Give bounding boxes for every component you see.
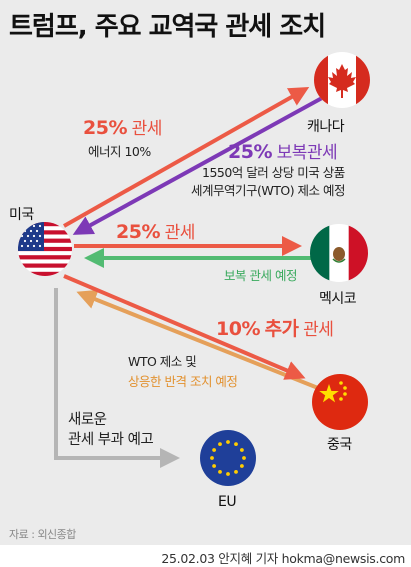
country-label-china: 중국	[327, 437, 352, 453]
flag-mexico-icon	[310, 224, 368, 282]
credit-line: 25.02.03 안지혜 기자 hokma@newsis.com	[161, 551, 405, 566]
canada-retaliation-label: 25% 보복관세	[228, 138, 338, 163]
flag-canada-icon	[314, 52, 370, 108]
canada-energy-label: 에너지 10%	[88, 144, 151, 159]
canada-tariff-word: 관세	[131, 119, 163, 139]
canada-retaliation-pct: 25%	[228, 141, 272, 163]
canada-retaliation-word: 보복관세	[276, 143, 338, 163]
country-label-usa: 미국	[9, 207, 34, 223]
arrow-us-to-china	[63, 274, 306, 380]
china-tariff-label: 10% 추가 관세	[216, 314, 334, 341]
china-tariff-extra: 추가	[264, 318, 299, 340]
flag-usa-icon	[18, 222, 72, 276]
flag-eu-icon	[200, 430, 256, 486]
eu-note-line2: 관세 부과 예고	[68, 432, 154, 448]
china-tariff-word: 관세	[303, 320, 334, 340]
canada-tariff-pct: 25%	[83, 117, 127, 139]
canada-goods-label: 1550억 달러 상당 미국 상품	[202, 165, 345, 180]
page-title: 트럼프, 주요 교역국 관세 조치	[9, 12, 326, 42]
infographic-panel: 트럼프, 주요 교역국 관세 조치	[0, 0, 411, 545]
arrows-layer	[54, 87, 323, 468]
arrow-canada-to-us	[72, 96, 323, 235]
eu-note-line1: 새로운	[68, 412, 107, 428]
mexico-tariff-label: 25% 관세	[116, 218, 195, 243]
canada-tariff-label: 25% 관세	[83, 114, 162, 139]
canada-wto-label: 세계무역기구(WTO) 제소 예정	[191, 183, 346, 198]
flag-china-icon	[312, 374, 368, 430]
country-label-canada: 캐나다	[307, 119, 345, 135]
mexico-tariff-pct: 25%	[116, 221, 160, 243]
china-countermeasure-label: 상응한 반격 조치 예정	[128, 374, 238, 389]
country-label-eu: EU	[218, 494, 237, 510]
country-label-mexico: 멕시코	[319, 291, 357, 307]
china-tariff-pct: 10%	[216, 318, 260, 340]
arrow-us-to-canada	[63, 87, 310, 228]
arrow-us-to-eu	[54, 288, 180, 468]
china-wto-label: WTO 제소 및	[128, 354, 197, 369]
mexico-retaliation-label: 보복 관세 예정	[224, 268, 297, 283]
arrow-china-to-us	[76, 289, 319, 390]
mexico-tariff-word: 관세	[164, 223, 196, 243]
source-label: 자료 : 외신종합	[9, 528, 76, 541]
